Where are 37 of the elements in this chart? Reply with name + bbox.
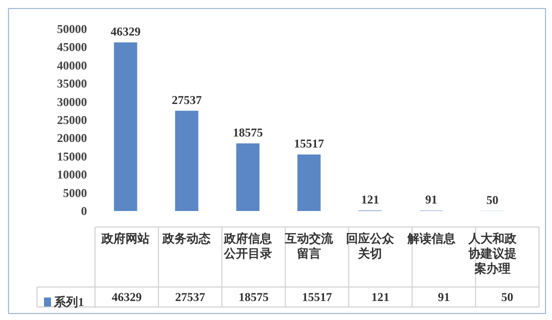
text: 18575 [238, 290, 269, 304]
y-tick-label: 40000 [57, 58, 87, 72]
text: 91 [438, 290, 450, 304]
legend-label: 系列1 [53, 295, 84, 309]
data-label: 15517 [294, 136, 324, 151]
x-tick-label: 人大和政协建议提案办理 [467, 232, 518, 276]
data-label: 121 [361, 192, 380, 207]
data-label: 18575 [232, 125, 263, 140]
text: 15517 [302, 290, 332, 304]
text: 27537 [175, 290, 206, 304]
data-label: 27537 [172, 92, 202, 107]
x-tick-label: 解读信息 [406, 232, 456, 246]
y-tick-label: 25000 [57, 113, 87, 127]
y-tick-label: 5000 [63, 186, 87, 200]
x-tick-label: 互动交流留言 [284, 232, 334, 260]
y-tick-label: 0 [81, 204, 87, 218]
data-label: 91 [425, 192, 438, 207]
y-tick-label: 45000 [57, 40, 87, 54]
text: 50 [501, 290, 514, 304]
y-tick-label: 50000 [57, 22, 87, 36]
y-tick-label: 15000 [57, 149, 87, 164]
bar [175, 110, 198, 211]
x-tick-label: 政务动态 [162, 232, 212, 246]
data-label: 50 [486, 192, 498, 207]
bar [297, 154, 321, 211]
text: 46329 [112, 290, 142, 304]
bar [236, 143, 260, 211]
x-tick-label: 回应公众关切 [346, 232, 396, 260]
y-tick-label: 20000 [57, 131, 87, 146]
y-tick-label: 10000 [57, 168, 87, 182]
x-tick-label: 政府网站 [100, 232, 150, 246]
x-tick-label: 政府信息公开目录 [222, 232, 273, 260]
bar [114, 42, 138, 211]
y-tick-label: 35000 [57, 76, 87, 91]
data-label: 46329 [110, 24, 141, 38]
y-tick-label: 30000 [57, 94, 87, 109]
text: 121 [371, 290, 390, 304]
